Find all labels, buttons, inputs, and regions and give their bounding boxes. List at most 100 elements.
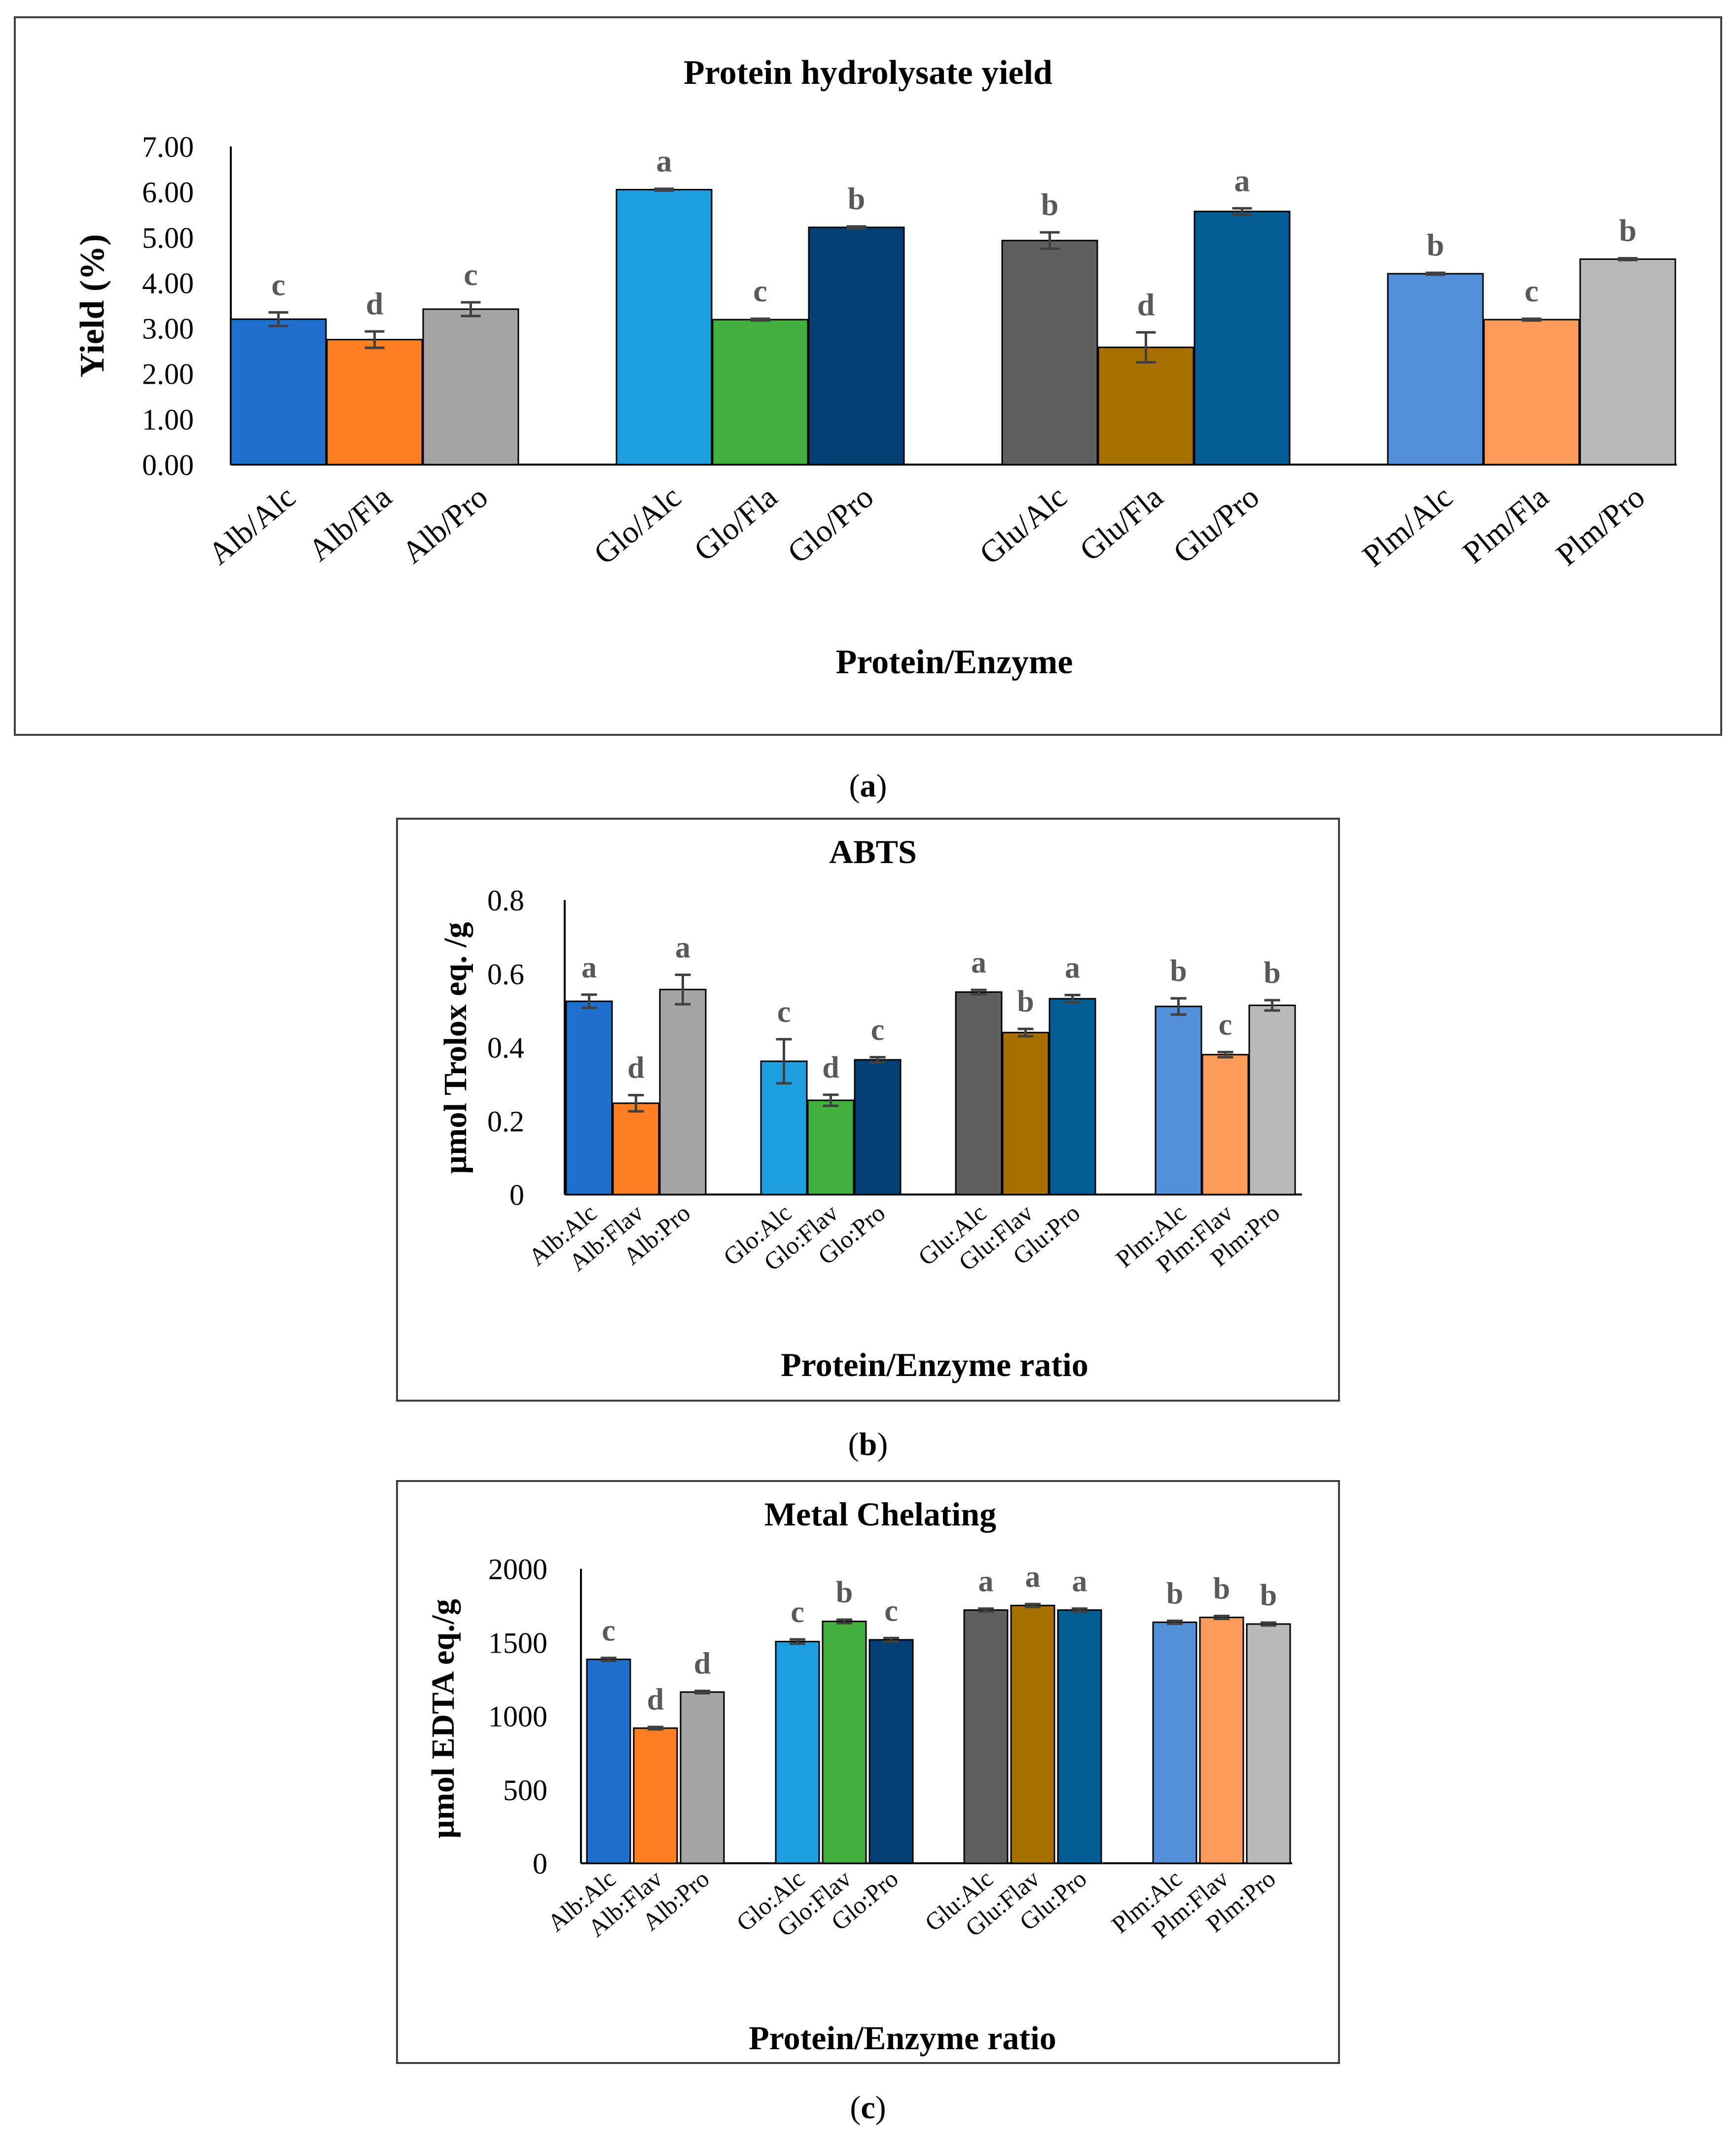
panel-c-frame bbox=[396, 1480, 1340, 2064]
significance-letter: b bbox=[1260, 1579, 1277, 1612]
bar bbox=[868, 1639, 914, 1864]
y-tick-label: 2.00 bbox=[142, 358, 194, 391]
significance-letter: a bbox=[1072, 1565, 1087, 1598]
y-tick-label: 500 bbox=[503, 1774, 547, 1807]
significance-letter: d bbox=[694, 1647, 711, 1680]
bar bbox=[1483, 319, 1580, 466]
bar bbox=[963, 1609, 1009, 1864]
y-tick-label: 0.00 bbox=[142, 449, 194, 481]
category-label: Glu/Alc bbox=[973, 479, 1074, 571]
panel-a-frame bbox=[14, 16, 1722, 736]
panel-a-plot: 0.00 1.00 2.00 3.00 4.00 5.00 6.00 7.00 c Alb/Alc… bbox=[142, 131, 1677, 574]
significance-letter: c bbox=[602, 1614, 615, 1648]
bar bbox=[1001, 240, 1098, 466]
category-label: Glu/Fla bbox=[1073, 479, 1169, 568]
bar bbox=[1579, 258, 1676, 466]
significance-letter: c bbox=[871, 1014, 885, 1047]
y-tick-label: 1.00 bbox=[142, 403, 194, 436]
panel-c: Metal Chelating Protein/Enzyme ratio µmo… bbox=[396, 1480, 1340, 2064]
bar bbox=[659, 988, 707, 1195]
significance-letter: a bbox=[1065, 951, 1080, 985]
significance-letter: b bbox=[1017, 985, 1034, 1018]
significance-letter: c bbox=[753, 273, 767, 308]
significance-letter: d bbox=[1137, 287, 1155, 322]
bar bbox=[633, 1727, 678, 1864]
significance-letter: c bbox=[1219, 1008, 1232, 1042]
panel-a-caption: (a) bbox=[849, 768, 887, 804]
significance-letter: a bbox=[1234, 163, 1250, 198]
category-label: Alb/Pro bbox=[395, 479, 494, 570]
significance-letter: c bbox=[1524, 273, 1538, 308]
significance-letter: a bbox=[675, 931, 690, 964]
bar bbox=[1387, 273, 1484, 466]
bar bbox=[230, 318, 327, 466]
panel-c-plot: 0500100015002000cAlb:AlcdAlb:FlavdAlb:Pr… bbox=[488, 1553, 1292, 1944]
significance-letter: b bbox=[848, 181, 866, 216]
y-tick-label: 7.00 bbox=[142, 131, 194, 163]
panel-b: ABTS Protein/Enzyme ratio µmol Trolox eq… bbox=[396, 818, 1340, 1402]
bar bbox=[775, 1640, 820, 1864]
y-tick-label: 1500 bbox=[488, 1627, 547, 1659]
significance-letter: c bbox=[791, 1595, 804, 1629]
bar bbox=[1152, 1621, 1197, 1864]
bar bbox=[1002, 1032, 1049, 1195]
significance-letter: a bbox=[978, 1565, 994, 1598]
bar bbox=[422, 308, 519, 466]
bar bbox=[1201, 1053, 1249, 1195]
panel-c-caption: (c) bbox=[850, 2090, 886, 2126]
bar bbox=[326, 339, 423, 466]
y-tick-label: 0.4 bbox=[487, 1032, 524, 1064]
bar bbox=[1010, 1604, 1055, 1864]
bar bbox=[1097, 346, 1194, 466]
significance-letter: c bbox=[271, 267, 285, 302]
panel-b-xlabel: Protein/Enzyme ratio bbox=[781, 1346, 1088, 1383]
category-label: Alb/Alc bbox=[202, 479, 302, 571]
y-tick-label: 3.00 bbox=[142, 313, 194, 345]
significance-letter: d bbox=[627, 1051, 644, 1085]
y-tick-label: 0.6 bbox=[487, 958, 524, 990]
bar bbox=[712, 319, 809, 466]
panel-b-frame bbox=[396, 818, 1340, 1402]
y-tick-label: 0 bbox=[509, 1179, 524, 1211]
significance-letter: b bbox=[1041, 187, 1059, 222]
category-label: Plm/Fla bbox=[1456, 479, 1555, 570]
significance-letter: d bbox=[647, 1683, 664, 1717]
bar bbox=[1049, 998, 1096, 1195]
panel-c-ylabel: µmol EDTA eq./g bbox=[425, 1599, 461, 1839]
y-tick-label: 6.00 bbox=[142, 176, 194, 209]
significance-letter: b bbox=[836, 1576, 853, 1609]
significance-letter: b bbox=[1619, 213, 1637, 248]
significance-letter: b bbox=[1170, 954, 1187, 988]
significance-letter: a bbox=[971, 946, 986, 979]
category-label: Alb/Fla bbox=[302, 479, 398, 568]
category-label: Glo/Fla bbox=[687, 479, 784, 568]
y-tick-label: 0.2 bbox=[487, 1105, 524, 1138]
significance-letter: b bbox=[1213, 1572, 1230, 1606]
panel-a-xlabel: Protein/Enzyme bbox=[836, 643, 1073, 681]
bar bbox=[854, 1059, 902, 1195]
y-tick-label: 1000 bbox=[488, 1701, 547, 1733]
y-tick-label: 4.00 bbox=[142, 267, 194, 299]
category-label: Glo/Alc bbox=[587, 479, 688, 571]
panel-c-xlabel: Protein/Enzyme ratio bbox=[749, 2019, 1056, 2057]
significance-letter: a bbox=[656, 144, 672, 179]
panel-a: Protein hydrolysate yield Protein/Enzyme… bbox=[14, 16, 1722, 736]
significance-letter: d bbox=[822, 1051, 839, 1085]
bar bbox=[1199, 1617, 1244, 1864]
bar bbox=[1155, 1006, 1202, 1195]
panel-c-title: Metal Chelating bbox=[764, 1495, 996, 1533]
y-tick-label: 0 bbox=[533, 1847, 547, 1880]
y-tick-label: 2000 bbox=[488, 1553, 547, 1586]
bar bbox=[612, 1102, 660, 1195]
panel-b-ylabel: µmol Trolox eq. /g bbox=[437, 922, 473, 1174]
panel-b-title: ABTS bbox=[829, 833, 917, 870]
significance-letter: b bbox=[1427, 227, 1445, 262]
bar bbox=[615, 189, 713, 466]
bar bbox=[1246, 1623, 1291, 1864]
significance-letter: a bbox=[1025, 1560, 1041, 1593]
bar bbox=[565, 1000, 613, 1195]
significance-letter: b bbox=[1264, 956, 1280, 990]
bar bbox=[955, 991, 1003, 1195]
significance-letter: d bbox=[366, 286, 384, 321]
